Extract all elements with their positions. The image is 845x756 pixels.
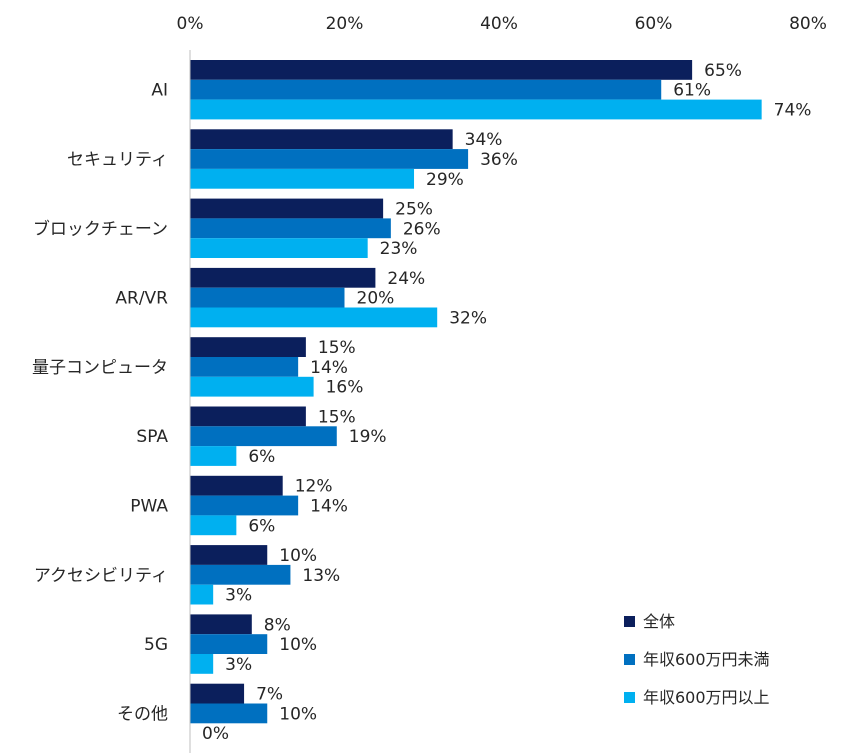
bar [190, 60, 693, 80]
legend-label: 全体 [643, 612, 675, 631]
legend-swatch [624, 616, 635, 627]
data-label: 25% [395, 200, 433, 220]
data-label: 15% [318, 407, 356, 427]
bar [190, 426, 337, 447]
data-label: 24% [387, 269, 425, 289]
category-label: セキュリティ [67, 150, 168, 170]
data-label: 10% [279, 704, 317, 724]
bar [190, 495, 299, 516]
bars [190, 60, 762, 724]
bar [190, 564, 291, 585]
data-label: 16% [326, 378, 364, 398]
data-label: 14% [310, 358, 348, 378]
data-label: 14% [310, 497, 348, 517]
bar [190, 337, 306, 357]
bar [190, 357, 299, 377]
legend-swatch [624, 654, 635, 665]
category-label: PWA [130, 497, 168, 517]
data-label: 34% [465, 130, 503, 150]
x-tick-label: 40% [480, 14, 518, 34]
legend-label: 年収600万円以上 [643, 688, 770, 707]
data-label: 29% [426, 170, 464, 190]
bar [190, 287, 345, 308]
bar [190, 307, 438, 328]
bar [190, 545, 268, 565]
data-label: 74% [774, 101, 812, 121]
data-label: 0% [202, 724, 229, 744]
category-label: ブロックチェーン [33, 218, 168, 239]
bar [190, 654, 214, 674]
bar [190, 79, 662, 100]
data-label: 20% [357, 289, 395, 309]
legend-swatch [624, 692, 635, 703]
bar [190, 446, 237, 466]
data-label: 3% [225, 586, 252, 606]
bar [190, 406, 306, 427]
x-axis-ticks: 0% 20% 40% 60% 80% [177, 14, 827, 34]
data-label: 23% [380, 239, 418, 259]
data-label: 8% [264, 615, 291, 635]
data-label: 3% [225, 655, 252, 675]
data-labels: 65%61%74%34%36%29%25%26%23%24%20%32%15%1… [202, 61, 811, 744]
bar [190, 614, 252, 635]
bar [190, 198, 384, 219]
category-label: 5G [144, 635, 168, 655]
x-tick-label: 0% [177, 14, 204, 34]
data-label: 10% [279, 546, 317, 566]
category-label: その他 [117, 704, 168, 724]
bar [190, 584, 214, 605]
category-label: AR/VR [115, 289, 168, 309]
category-label: アクセシビリティ [34, 566, 168, 586]
x-tick-label: 20% [326, 14, 364, 34]
bar [190, 703, 268, 724]
category-label: 量子コンピュータ [32, 358, 168, 378]
x-tick-label: 80% [789, 14, 827, 34]
data-label: 6% [248, 516, 275, 536]
bar [190, 634, 268, 654]
bar [190, 218, 391, 239]
data-label: 36% [480, 150, 518, 170]
bar [190, 267, 376, 288]
data-label: 7% [256, 685, 283, 705]
data-label: 15% [318, 338, 356, 358]
bar [190, 515, 237, 536]
x-tick-label: 60% [635, 14, 673, 34]
bar [190, 376, 314, 397]
bar [190, 149, 469, 169]
data-label: 19% [349, 427, 387, 447]
data-label: 10% [279, 635, 317, 655]
bar [190, 99, 762, 120]
bar [190, 683, 245, 704]
bar [190, 475, 283, 496]
category-label: AI [151, 81, 168, 101]
bar [190, 238, 368, 258]
data-label: 12% [295, 477, 333, 497]
category-label: SPA [136, 427, 168, 447]
data-label: 6% [248, 447, 275, 467]
data-label: 26% [403, 219, 441, 239]
data-label: 65% [704, 61, 742, 81]
data-label: 61% [673, 81, 711, 101]
legend-label: 年収600万円未満 [643, 650, 770, 669]
bar [190, 168, 415, 189]
bar [190, 129, 453, 150]
data-label: 32% [449, 308, 487, 328]
data-label: 13% [302, 566, 340, 586]
